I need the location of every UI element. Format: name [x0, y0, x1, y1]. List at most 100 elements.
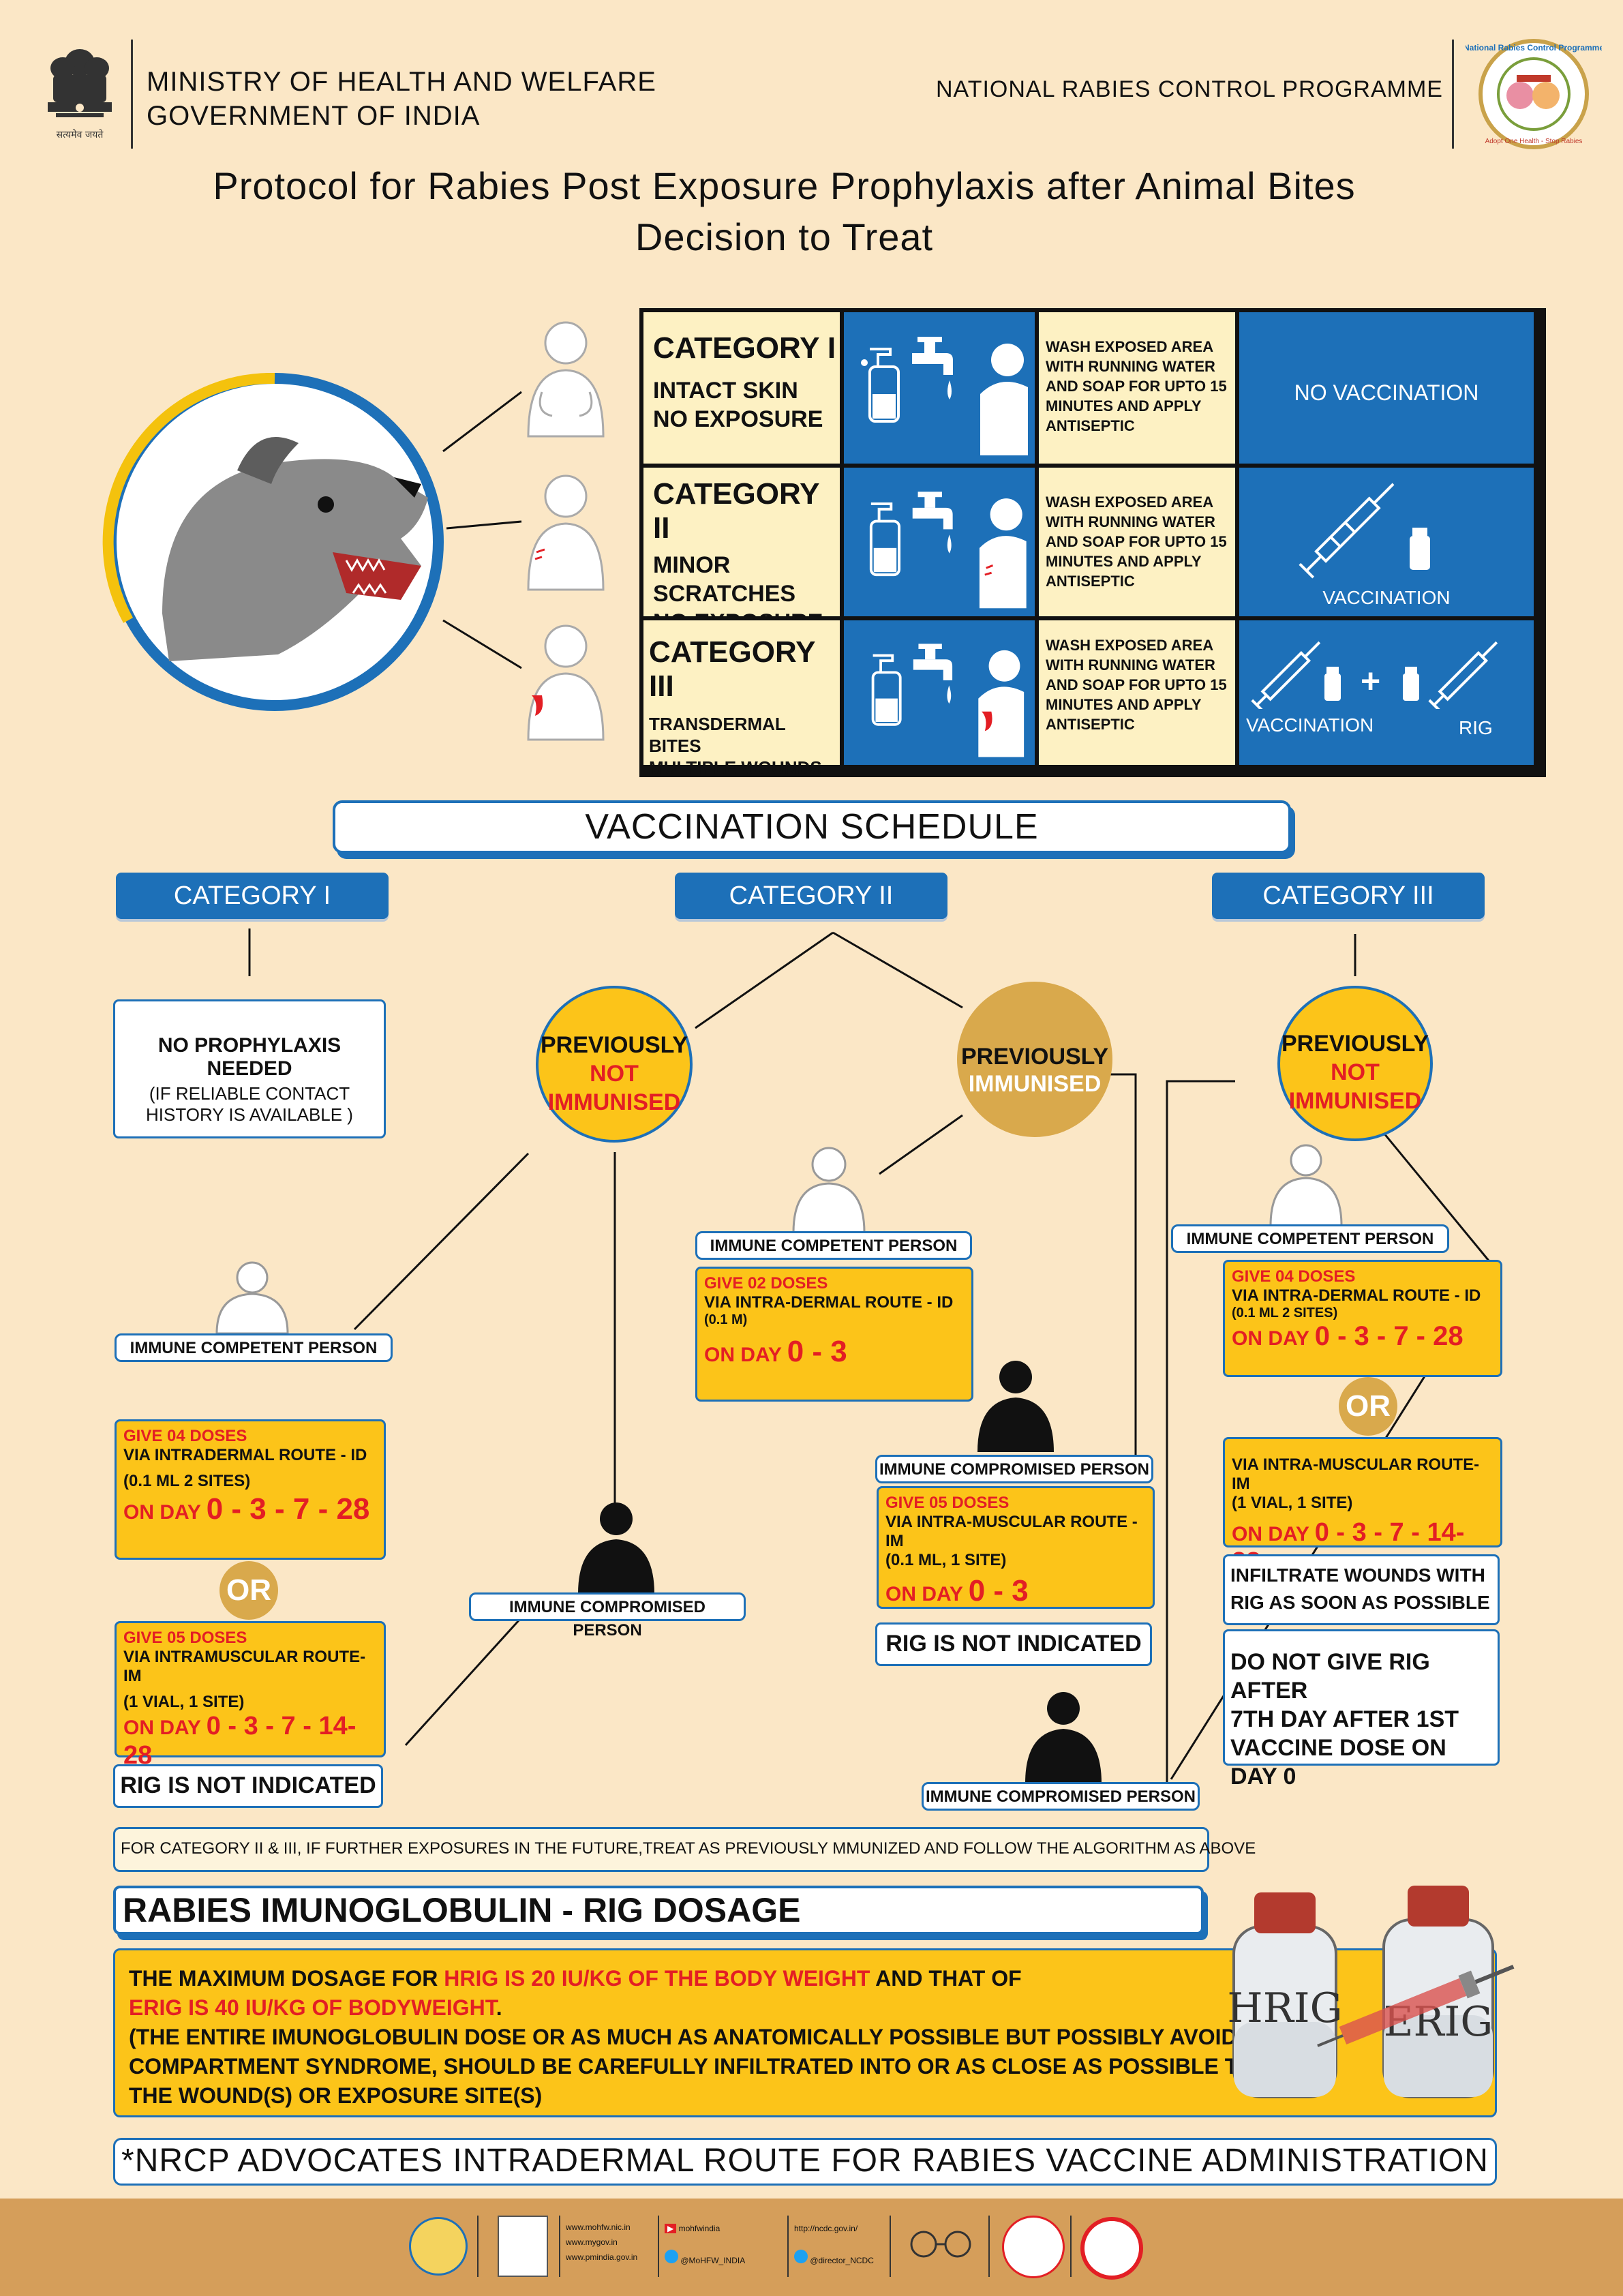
ministry-line2: GOVERNMENT OF INDIA — [147, 101, 481, 131]
c2-np-id-give: GIVE 04 DOSES — [123, 1427, 247, 1445]
cat3-wash-cell: WASH EXPOSED AREA WITH RUNNING WATER AND… — [1039, 620, 1235, 765]
cat2-desc1: MINOR — [653, 552, 731, 578]
youtube-icon[interactable]: ▶ — [665, 2224, 677, 2233]
c2-np-id-box: GIVE 04 DOSES VIA INTRADERMAL ROUTE - ID… — [115, 1419, 386, 1560]
footer-link-pmindia[interactable]: www.pmindia.gov.in — [566, 2252, 638, 2262]
or-badge-c3: OR — [1339, 1377, 1397, 1436]
cat1-pill: CATEGORY I — [116, 873, 389, 919]
advocacy-text: *NRCP ADVOCATES INTRADERMAL ROUTE FOR RA… — [121, 2143, 1489, 2179]
dog-connector-lines — [442, 391, 522, 669]
c2-pi-im-dose: (0.1 ML, 1 SITE) — [885, 1551, 1007, 1569]
health-logo — [1080, 2217, 1143, 2280]
c3-id-box: GIVE 04 DOSES VIA INTRA-DERMAL ROUTE - I… — [1223, 1260, 1502, 1377]
rig-heading: RABIES IMUNOGLOBULIN - RIG DOSAGE — [123, 1891, 801, 1929]
c2-np-id-onday: ON DAY — [123, 1501, 201, 1524]
c2-np-id-dose: (0.1 ML 2 SITES) — [123, 1472, 251, 1490]
cat3-desc2: MULTIPLE WOUNDS — [649, 757, 822, 778]
c3-no-rig-box: DO NOT GIVE RIG AFTER 7TH DAY AFTER 1ST … — [1223, 1629, 1500, 1789]
cat2-pi-immunised-word: IMMUNISED — [968, 1071, 1102, 1097]
cat2-desc2: SCRATCHES — [653, 581, 796, 607]
person-icon-cat2 — [521, 470, 610, 596]
person-icon-compromised-left — [574, 1500, 658, 1599]
cat1-wash-icon-cell — [844, 312, 1035, 464]
swachh-bharat-glasses-icon — [900, 2229, 982, 2259]
dog-illustration — [101, 368, 449, 716]
cat3-name: CATEGORY III — [649, 635, 815, 703]
c3-id-days: 0 - 3 - 7 - 28 — [1314, 1321, 1463, 1351]
c3-id-give: GIVE 04 DOSES — [1232, 1267, 1356, 1286]
c2-pi-id-box: GIVE 02 DOSES VIA INTRA-DERMAL ROUTE - I… — [695, 1267, 973, 1402]
rig-p5: THE WOUND(S) OR EXPOSURE SITE(S) — [129, 2083, 543, 2108]
c3-id-route: VIA INTRA-DERMAL ROUTE - ID — [1232, 1286, 1481, 1305]
footer-ncdc-url[interactable]: http://ncdc.gov.in/ — [794, 2224, 858, 2233]
person-icon-cat3 — [521, 620, 610, 746]
cat1-wash-3: AND SOAP FOR UPTO 15 — [1046, 378, 1227, 395]
rig-p1-b: HRIG IS 20 IU/KG OF THE BODY WEIGHT — [444, 1966, 870, 1991]
c3-im-box: VIA INTRA-MUSCULAR ROUTE- IM (1 VIAL, 1 … — [1223, 1437, 1502, 1576]
footer-youtube[interactable]: mohfwindia — [678, 2224, 721, 2233]
twitter-icon-ncdc[interactable] — [794, 2250, 808, 2263]
plus-sign: + — [1361, 662, 1381, 700]
cat1-wash-1: WASH EXPOSED AREA — [1046, 338, 1214, 355]
person-icon-competent-mid — [787, 1145, 871, 1237]
immune-compromised-label-left: IMMUNE COMPROMISED PERSON — [469, 1592, 746, 1640]
c2-pi-id-give: GIVE 02 DOSES — [704, 1274, 828, 1293]
footer-twitter[interactable]: @MoHFW_INDIA — [680, 2256, 746, 2265]
cat3-wash-1: WASH EXPOSED AREA — [1046, 637, 1214, 654]
cat2-wash-3: AND SOAP FOR UPTO 15 — [1046, 533, 1227, 550]
person-icon-competent-left — [210, 1260, 294, 1338]
c3-im-days: 0 - 3 - 7 - 14- 28 — [1232, 1518, 1465, 1576]
c3-infiltrate-1: INFILTRATE WOUNDS WITH — [1230, 1565, 1485, 1586]
schedule-banner: VACCINATION SCHEDULE — [333, 800, 1291, 854]
cat2-immunised-circle: PREVIOUSLY IMMUNISED — [957, 982, 1112, 1137]
cat2-prev-word: PREVIOUSLY — [540, 1032, 688, 1058]
twitter-icon[interactable] — [665, 2250, 678, 2263]
cat2-not-immunised-circle: PREVIOUSLY NOT IMMUNISED — [536, 986, 693, 1143]
cat1-desc2: NO EXPOSURE — [653, 406, 823, 432]
c2-pi-im-route: VIA INTRA-MUSCULAR ROUTE - IM — [885, 1513, 1138, 1550]
cat2-immunised-word: IMMUNISED — [547, 1089, 681, 1115]
footer-bar — [0, 2199, 1623, 2296]
cat3-wash-icon-cell — [844, 620, 1035, 765]
c2-pi-im-days: 0 - 3 — [968, 1574, 1029, 1607]
cat3-pill: CATEGORY III — [1212, 873, 1485, 919]
soap-tap-icon — [869, 492, 1027, 609]
svg-text:सत्यमेव जयते: सत्यमेव जयते — [57, 129, 104, 140]
immune-compromised-label-right: IMMUNE COMPROMISED PERSON — [922, 1782, 1200, 1811]
cat2-name: CATEGORY II — [653, 477, 819, 545]
cat3-treatment-a: VACCINATION — [1246, 714, 1374, 736]
cat2-name-cell: CATEGORY II MINOR SCRATCHES NO EXPOSURE — [643, 468, 840, 635]
cat1-wash-cell: WASH EXPOSED AREA WITH RUNNING WATER AND… — [1039, 312, 1235, 464]
cat1-wash-4: MINUTES AND APPLY — [1046, 397, 1202, 414]
footer-ncdc-twitter[interactable]: @director_NCDC — [810, 2256, 874, 2265]
syringe-vial-icon — [1299, 483, 1430, 579]
cat3-wash-2: WITH RUNNING WATER — [1046, 656, 1215, 674]
c2-np-id-route: VIA INTRADERMAL ROUTE - ID — [123, 1446, 367, 1464]
schedule-title: VACCINATION SCHEDULE — [585, 807, 1039, 847]
cat3-not-word: NOT — [1331, 1059, 1380, 1085]
c2-pi-id-days: 0 - 3 — [787, 1335, 847, 1368]
c3-im-route: VIA INTRA-MUSCULAR ROUTE- IM — [1232, 1455, 1480, 1493]
no-prophylaxis-box: NO PROPHYLAXIS NEEDED (IF RELIABLE CONTA… — [113, 999, 386, 1138]
hrig-vial-label: HRIG — [1227, 1984, 1342, 2032]
title-line2: Decision to Treat — [635, 215, 934, 258]
rig-p3: (THE ENTIRE IMUNOGLOBULIN DOSE OR AS MUC… — [129, 2025, 1276, 2049]
cat3-not-immunised-circle: PREVIOUSLY NOT IMMUNISED — [1277, 986, 1433, 1141]
cat2-wash-2: WITH RUNNING WATER — [1046, 513, 1215, 530]
footer-logo-seal — [409, 2217, 468, 2276]
rig-p1-c: AND THAT OF — [870, 1966, 1022, 1991]
c2-pi-id-route: VIA INTRA-DERMAL ROUTE - ID — [704, 1293, 954, 1312]
cat3-prev-word: PREVIOUSLY — [1281, 1031, 1429, 1057]
c2-np-im-give: GIVE 05 DOSES — [123, 1629, 247, 1647]
rig-p4: COMPARTMENT SYNDROME, SHOULD BE CAREFULL… — [129, 2054, 1255, 2079]
footer-link-mohfw[interactable]: www.mohfw.nic.in — [566, 2222, 631, 2232]
footer-link-mygov[interactable]: www.mygov.in — [566, 2237, 618, 2247]
rig-not-indicated-mid: RIG IS NOT INDICATED — [875, 1622, 1152, 1666]
c2-np-im-box: GIVE 05 DOSES VIA INTRAMUSCULAR ROUTE- I… — [115, 1621, 386, 1770]
further-exposure-note: FOR CATEGORY II & III, IF FURTHER EXPOSU… — [113, 1827, 1256, 1872]
no-prophylaxis: NO PROPHYLAXIS NEEDED — [157, 1034, 342, 1080]
c2-np-im-route: VIA INTRAMUSCULAR ROUTE- IM — [123, 1648, 366, 1685]
vials-illustration: HRIG ERIG — [1207, 1879, 1534, 2104]
logo-bottom-text: Adopt One Health - Stop Rabies — [1485, 138, 1583, 145]
